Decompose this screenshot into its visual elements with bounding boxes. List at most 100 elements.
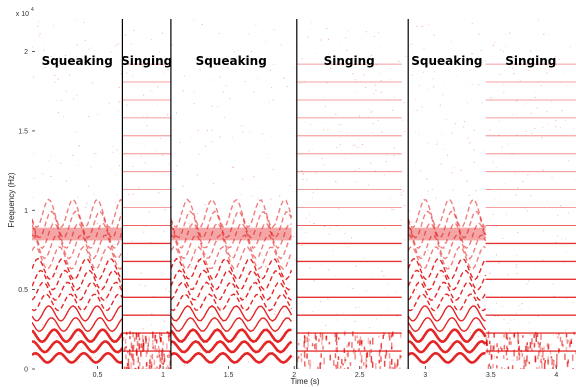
low-frequency-energy <box>329 354 331 361</box>
low-frequency-energy <box>508 341 511 345</box>
low-frequency-energy <box>503 334 505 338</box>
low-frequency-energy <box>309 359 312 367</box>
noise-speckle <box>346 49 348 51</box>
low-frequency-energy <box>367 337 370 344</box>
noise-speckle <box>545 29 547 31</box>
low-frequency-energy <box>488 363 491 367</box>
harmonic-trace <box>32 281 124 302</box>
noise-speckle <box>467 81 470 83</box>
low-frequency-energy <box>358 339 361 343</box>
harmonic-trace <box>170 222 292 250</box>
low-frequency-energy <box>517 340 520 345</box>
noise-speckle <box>414 131 416 133</box>
noise-speckle <box>292 294 294 296</box>
noise-speckle <box>469 202 471 204</box>
noise-speckle <box>418 133 420 135</box>
noise-speckle <box>325 324 327 326</box>
low-frequency-energy <box>129 331 131 335</box>
noise-speckle <box>184 294 186 296</box>
low-frequency-energy <box>166 354 169 357</box>
noise-speckle <box>565 338 567 340</box>
harmonic-trace <box>170 316 293 333</box>
low-frequency-energy <box>343 368 346 369</box>
noise-speckle <box>176 165 178 167</box>
low-frequency-energy <box>520 367 522 369</box>
low-frequency-energy <box>507 366 510 369</box>
low-frequency-energy <box>161 368 164 369</box>
noise-speckle <box>338 228 341 230</box>
harmonic-trace <box>32 293 123 312</box>
noise-speckle <box>247 223 250 225</box>
noise-speckle <box>517 232 519 234</box>
noise-speckle <box>431 188 433 190</box>
noise-speckle <box>65 90 67 92</box>
noise-speckle <box>420 170 422 172</box>
noise-speckle <box>473 149 475 151</box>
noise-speckle <box>413 66 415 68</box>
noise-speckle <box>139 358 141 360</box>
noise-speckle <box>393 345 395 347</box>
low-frequency-energy <box>304 361 306 367</box>
low-frequency-energy <box>130 353 132 358</box>
noise-speckle <box>255 24 257 26</box>
noise-speckle <box>236 329 238 331</box>
noise-speckle <box>236 337 238 338</box>
low-frequency-energy <box>490 344 492 351</box>
noise-speckle <box>513 57 515 59</box>
noise-speckle <box>380 325 382 327</box>
noise-speckle <box>79 331 81 333</box>
noise-speckle <box>368 184 370 186</box>
noise-speckle <box>412 120 414 122</box>
low-frequency-energy <box>493 332 495 338</box>
noise-speckle <box>389 197 391 199</box>
noise-speckle <box>549 355 551 357</box>
noise-speckle <box>112 145 115 147</box>
noise-speckle <box>518 305 520 307</box>
noise-speckle <box>211 105 213 107</box>
noise-speckle <box>394 115 396 117</box>
harmonic-trace <box>408 234 487 260</box>
noise-speckle <box>338 44 341 46</box>
noise-speckle <box>534 269 536 271</box>
noise-speckle <box>337 124 339 125</box>
low-frequency-energy <box>380 356 382 362</box>
noise-speckle <box>302 179 304 180</box>
noise-speckle <box>560 205 562 207</box>
noise-speckle <box>190 137 192 139</box>
noise-speckle <box>309 267 311 269</box>
noise-speckle <box>229 124 231 126</box>
low-frequency-energy <box>399 354 401 360</box>
low-frequency-energy <box>141 368 143 369</box>
low-frequency-energy <box>148 336 150 343</box>
noise-speckle <box>474 305 476 307</box>
noise-speckle <box>311 197 314 199</box>
low-frequency-energy <box>135 349 138 355</box>
noise-speckle <box>196 273 198 275</box>
noise-speckle <box>125 34 127 36</box>
noise-speckle <box>305 217 307 219</box>
noise-speckle <box>507 143 509 145</box>
low-frequency-energy <box>558 332 560 336</box>
noise-speckle <box>422 280 424 282</box>
noise-speckle <box>471 83 473 85</box>
x-tick-label: 2 <box>292 372 296 379</box>
low-frequency-energy <box>364 347 366 351</box>
low-frequency-energy <box>503 344 506 350</box>
noise-speckle <box>451 172 453 174</box>
low-frequency-energy <box>490 354 493 358</box>
noise-speckle <box>300 244 303 246</box>
noise-speckle <box>442 330 444 332</box>
low-frequency-energy <box>314 343 316 349</box>
noise-speckle <box>116 149 118 151</box>
noise-speckle <box>511 113 514 115</box>
noise-speckle <box>343 158 345 160</box>
noise-speckle <box>44 67 46 68</box>
low-frequency-energy <box>126 366 129 369</box>
noise-speckle <box>76 94 78 96</box>
noise-speckle <box>374 84 377 86</box>
noise-speckle <box>546 72 548 74</box>
noise-speckle <box>104 298 106 300</box>
noise-speckle <box>244 126 246 128</box>
low-frequency-energy <box>132 345 134 351</box>
noise-speckle <box>348 285 350 287</box>
